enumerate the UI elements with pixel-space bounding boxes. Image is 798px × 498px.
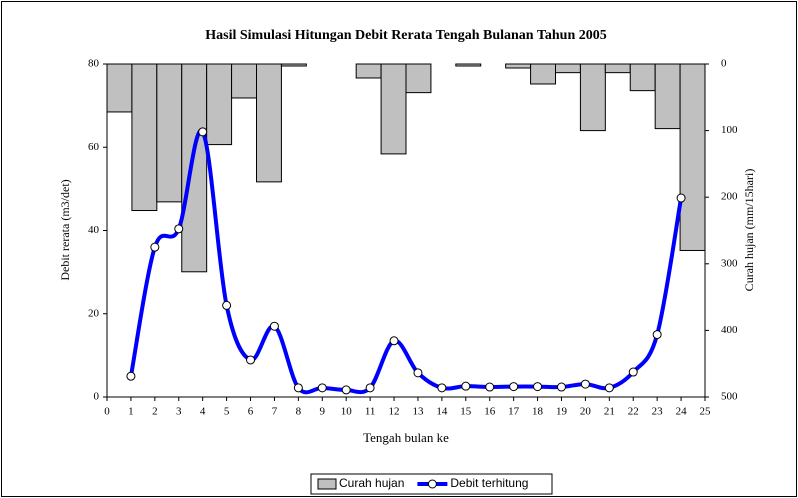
x-tick-label: 23	[652, 406, 664, 418]
x-tick-label: 9	[320, 406, 326, 418]
y-tick-label: 60	[88, 141, 100, 153]
x-tick-label: 4	[200, 406, 206, 418]
x-tick-label: 6	[248, 406, 254, 418]
bar	[380, 63, 407, 155]
y2-tick-label: 400	[721, 324, 738, 336]
bar	[355, 63, 382, 79]
y-tick-label: 20	[88, 307, 100, 319]
x-tick-label: 21	[604, 406, 615, 418]
point	[365, 383, 375, 393]
y2-tick-label: 200	[721, 191, 738, 203]
point	[437, 383, 447, 393]
x-tick-label: 0	[104, 406, 110, 418]
bar	[156, 63, 183, 203]
x-tick-label: 5	[224, 406, 230, 418]
point	[150, 242, 160, 252]
chart-title: Hasil Simulasi Hitungan Debit Rerata Ten…	[205, 28, 606, 43]
bar	[679, 63, 706, 251]
legend-marker	[427, 479, 437, 489]
point	[269, 321, 279, 331]
x-tick-label: 15	[460, 406, 472, 418]
y2-tick-label: 0	[721, 58, 727, 70]
y2-tick-label: 500	[721, 391, 738, 403]
bar	[256, 63, 282, 183]
x-tick-label: 7	[272, 406, 278, 418]
bar	[604, 63, 631, 74]
point	[389, 336, 399, 346]
x-tick-label: 16	[484, 406, 496, 418]
bar	[106, 63, 133, 113]
point	[246, 355, 256, 365]
x-tick-label: 19	[556, 406, 568, 418]
point	[556, 382, 566, 392]
bar	[654, 63, 681, 130]
y-tick-label: 80	[88, 58, 100, 70]
x-tick-label: 14	[436, 406, 448, 418]
x-tick-label: 10	[341, 406, 353, 418]
point	[533, 382, 543, 392]
x-tick-label: 8	[296, 406, 302, 418]
point	[604, 383, 614, 393]
x-axis-title: Tengah bulan ke	[363, 430, 449, 445]
point	[293, 383, 303, 393]
point	[676, 193, 686, 203]
point	[222, 300, 232, 310]
legend-label: Curah hujan	[339, 476, 404, 490]
bar	[530, 63, 556, 85]
bar	[579, 63, 606, 132]
point	[485, 382, 495, 392]
point	[341, 385, 351, 395]
x-tick-label: 18	[532, 406, 544, 418]
x-tick-label: 1	[128, 406, 134, 418]
point	[317, 383, 327, 393]
bar	[405, 63, 432, 94]
bar	[555, 63, 581, 74]
y2-axis-title: Curah hujan (mm/15hari)	[742, 169, 756, 292]
x-tick-label: 13	[412, 406, 424, 418]
bar	[131, 63, 158, 212]
point	[126, 371, 136, 381]
point	[198, 127, 208, 137]
y2-tick-label: 300	[721, 257, 738, 269]
bar	[181, 63, 208, 273]
x-tick-label: 20	[580, 406, 592, 418]
point	[509, 382, 519, 392]
x-tick-label: 22	[628, 406, 639, 418]
y2-tick-label: 100	[721, 124, 738, 136]
x-tick-label: 17	[508, 406, 520, 418]
point	[413, 368, 423, 378]
point	[652, 330, 662, 340]
bar	[280, 63, 307, 67]
bar	[206, 63, 233, 146]
point	[580, 379, 590, 389]
bar	[455, 63, 482, 67]
bar	[231, 63, 257, 99]
bar	[505, 63, 532, 69]
y-tick-label: 0	[94, 391, 100, 403]
y-axis-title: Debit rerata (m3/det)	[58, 179, 72, 280]
x-tick-label: 2	[152, 406, 158, 418]
x-tick-label: 3	[176, 406, 182, 418]
y-tick-label: 40	[88, 224, 100, 236]
x-tick-label: 25	[700, 406, 712, 418]
bar	[629, 63, 656, 92]
point	[461, 381, 471, 391]
x-tick-label: 11	[365, 406, 376, 418]
point	[628, 367, 638, 377]
x-tick-label: 24	[676, 406, 688, 418]
legend-swatch	[317, 478, 337, 490]
x-tick-label: 12	[389, 406, 400, 418]
legend-label: Debit terhitung	[450, 476, 528, 490]
point	[174, 224, 184, 234]
